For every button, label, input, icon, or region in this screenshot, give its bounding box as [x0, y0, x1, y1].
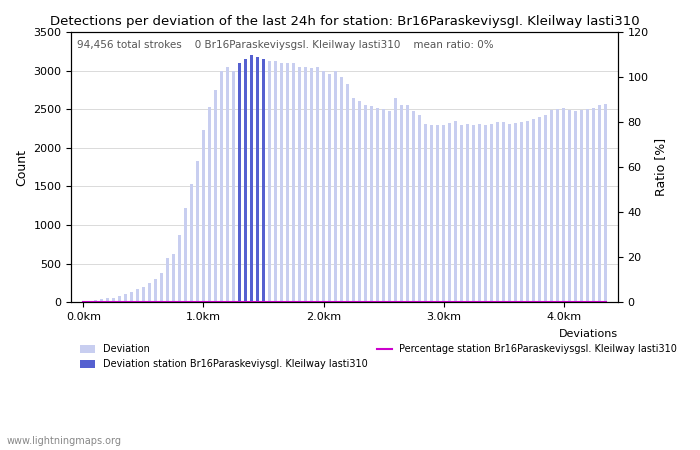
- Bar: [124, 294, 127, 302]
- Bar: [514, 123, 517, 302]
- Bar: [202, 130, 205, 302]
- Bar: [292, 63, 295, 302]
- Bar: [562, 108, 566, 302]
- Bar: [298, 67, 301, 302]
- Bar: [214, 90, 217, 302]
- Bar: [148, 283, 151, 302]
- Bar: [262, 59, 265, 302]
- Bar: [484, 125, 487, 302]
- Bar: [412, 111, 415, 302]
- Bar: [328, 74, 331, 302]
- Text: Deviations: Deviations: [559, 329, 618, 339]
- Bar: [550, 110, 554, 302]
- Bar: [220, 71, 223, 302]
- Bar: [508, 124, 512, 302]
- Bar: [238, 63, 242, 302]
- Bar: [154, 279, 157, 302]
- Bar: [256, 57, 259, 302]
- Bar: [598, 104, 601, 302]
- Text: www.lightningmaps.org: www.lightningmaps.org: [7, 436, 122, 446]
- Bar: [430, 125, 433, 302]
- Bar: [334, 72, 337, 302]
- Bar: [442, 125, 445, 302]
- Bar: [502, 122, 505, 302]
- Bar: [592, 108, 596, 302]
- Bar: [112, 298, 115, 302]
- Title: Detections per deviation of the last 24h for station: Br16ParaskeviysgI. Kleilwa: Detections per deviation of the last 24h…: [50, 15, 639, 28]
- Bar: [130, 292, 133, 302]
- Bar: [544, 115, 547, 302]
- Y-axis label: Count: Count: [15, 148, 28, 186]
- Y-axis label: Ratio [%]: Ratio [%]: [654, 138, 667, 196]
- Bar: [166, 257, 169, 302]
- Bar: [478, 124, 482, 302]
- Bar: [538, 117, 541, 302]
- Bar: [586, 109, 589, 302]
- Bar: [322, 71, 326, 302]
- Bar: [118, 296, 121, 302]
- Bar: [388, 111, 391, 302]
- Bar: [532, 119, 536, 302]
- Bar: [286, 63, 289, 302]
- Bar: [526, 121, 529, 302]
- Bar: [370, 106, 373, 302]
- Bar: [406, 105, 410, 302]
- Bar: [376, 108, 379, 302]
- Bar: [142, 287, 145, 302]
- Bar: [226, 67, 229, 302]
- Bar: [208, 107, 211, 302]
- Bar: [184, 208, 187, 302]
- Bar: [394, 99, 398, 302]
- Bar: [418, 115, 421, 302]
- Bar: [520, 122, 524, 302]
- Bar: [268, 61, 271, 302]
- Bar: [136, 289, 139, 302]
- Bar: [250, 55, 253, 302]
- Bar: [580, 110, 583, 302]
- Bar: [88, 301, 91, 302]
- Bar: [382, 109, 385, 302]
- Bar: [160, 273, 163, 302]
- Text: 94,456 total strokes    0 Br16Paraskeviysgsl. Kleilway lasti310    mean ratio: 0: 94,456 total strokes 0 Br16Paraskeviysgs…: [77, 40, 494, 50]
- Bar: [244, 59, 247, 302]
- Bar: [190, 184, 193, 302]
- Bar: [424, 124, 427, 302]
- Bar: [604, 104, 608, 302]
- Bar: [574, 111, 578, 302]
- Bar: [196, 161, 199, 302]
- Bar: [358, 102, 361, 302]
- Bar: [352, 98, 356, 302]
- Bar: [304, 67, 307, 302]
- Bar: [448, 123, 452, 302]
- Bar: [400, 104, 403, 302]
- Bar: [556, 109, 559, 302]
- Bar: [172, 254, 175, 302]
- Legend: Deviation, Deviation station Br16ParaskeviysgI. Kleilway lasti310, Percentage st: Deviation, Deviation station Br16Paraske…: [76, 341, 681, 373]
- Bar: [472, 126, 475, 302]
- Bar: [310, 68, 313, 302]
- Bar: [454, 121, 457, 302]
- Bar: [466, 124, 469, 302]
- Bar: [94, 300, 97, 302]
- Bar: [568, 110, 571, 302]
- Bar: [490, 124, 493, 302]
- Bar: [280, 63, 284, 302]
- Bar: [178, 235, 181, 302]
- Bar: [316, 67, 319, 302]
- Bar: [364, 104, 368, 302]
- Bar: [100, 299, 103, 302]
- Bar: [346, 85, 349, 302]
- Bar: [274, 61, 277, 302]
- Bar: [496, 122, 499, 302]
- Bar: [232, 72, 235, 302]
- Bar: [340, 77, 343, 302]
- Bar: [106, 298, 109, 302]
- Bar: [460, 125, 463, 302]
- Bar: [436, 126, 440, 302]
